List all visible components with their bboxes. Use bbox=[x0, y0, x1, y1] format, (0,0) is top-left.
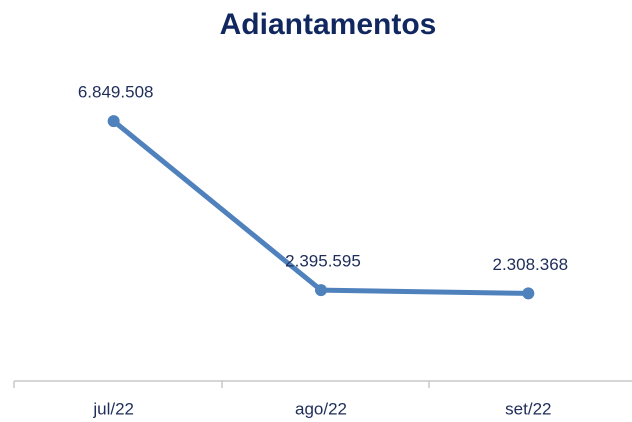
data-label: 6.849.508 bbox=[78, 83, 154, 102]
data-label: 2.308.368 bbox=[493, 255, 569, 274]
x-tick-label: ago/22 bbox=[295, 399, 347, 418]
x-tick-label: jul/22 bbox=[92, 399, 134, 418]
x-tick-label: set/22 bbox=[505, 399, 551, 418]
point bbox=[107, 115, 120, 128]
point bbox=[522, 287, 535, 300]
point bbox=[315, 284, 327, 297]
chart-title: Adiantamentos bbox=[220, 8, 437, 41]
data-label: 2.395.595 bbox=[285, 252, 361, 271]
